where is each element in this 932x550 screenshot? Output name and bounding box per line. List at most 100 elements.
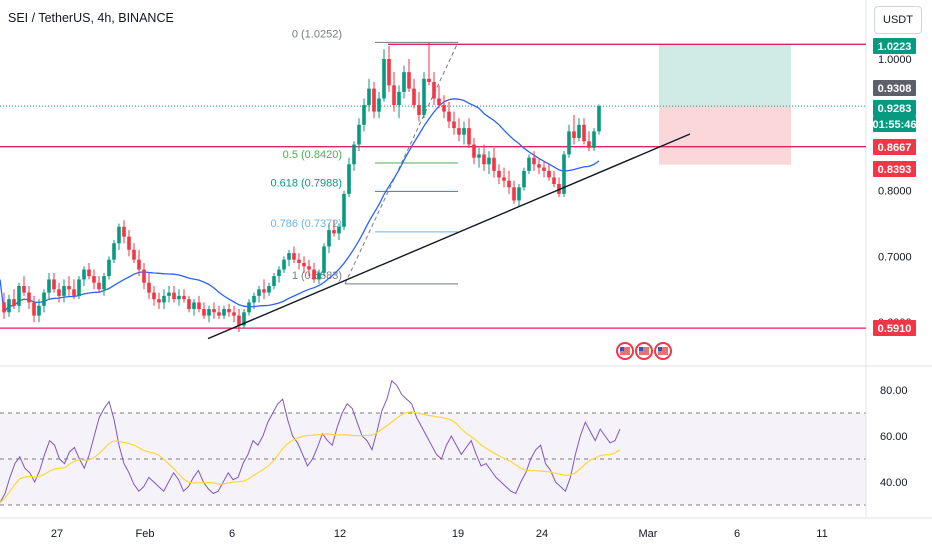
candle bbox=[307, 266, 311, 270]
candle bbox=[472, 144, 476, 158]
candle bbox=[502, 177, 506, 181]
price-tag bbox=[873, 139, 916, 155]
candle bbox=[132, 249, 136, 260]
candle bbox=[512, 187, 516, 201]
candle bbox=[82, 269, 86, 280]
flag-us-icon-canton bbox=[658, 347, 662, 351]
candle bbox=[417, 105, 421, 115]
candle bbox=[542, 167, 546, 171]
candle bbox=[162, 295, 166, 303]
candle bbox=[582, 124, 586, 142]
candle bbox=[332, 230, 336, 234]
candle bbox=[442, 105, 446, 112]
position-stop-zone bbox=[659, 106, 791, 165]
rsi-axis-label: 60.00 bbox=[880, 431, 908, 443]
candle bbox=[372, 88, 376, 112]
candle bbox=[577, 124, 581, 138]
candle bbox=[2, 302, 6, 313]
candle bbox=[182, 295, 186, 300]
candle bbox=[402, 72, 406, 92]
candle bbox=[137, 259, 141, 270]
candle bbox=[382, 59, 386, 99]
rsi-axis-label: 80.00 bbox=[880, 385, 908, 397]
time-axis-label: 6 bbox=[734, 528, 740, 540]
candle bbox=[462, 128, 466, 135]
currency-button[interactable]: USDT bbox=[874, 6, 922, 34]
candle bbox=[127, 236, 131, 250]
candle bbox=[352, 144, 356, 165]
rsi-axis-label: 40.00 bbox=[880, 477, 908, 489]
price-tag bbox=[873, 38, 916, 54]
candle bbox=[497, 170, 501, 178]
candle bbox=[57, 289, 61, 296]
candle bbox=[587, 141, 591, 148]
flag-us-icon-canton bbox=[620, 347, 624, 351]
candle bbox=[507, 180, 511, 188]
price-tag-label: 0.8667 bbox=[878, 142, 912, 154]
trendline bbox=[207, 133, 691, 340]
candle bbox=[67, 286, 71, 290]
candle bbox=[487, 157, 491, 165]
candle bbox=[207, 309, 211, 316]
candle bbox=[397, 91, 401, 106]
candle bbox=[77, 279, 81, 296]
candle bbox=[107, 259, 111, 277]
fib-label-0: 0 (1.0252) bbox=[292, 28, 342, 40]
candle bbox=[247, 302, 251, 313]
candle bbox=[437, 98, 441, 106]
candle bbox=[72, 289, 76, 296]
candle bbox=[47, 279, 51, 293]
candle bbox=[172, 292, 176, 300]
candle bbox=[597, 106, 601, 132]
candle bbox=[27, 292, 31, 303]
candle bbox=[272, 276, 276, 287]
candle bbox=[257, 289, 261, 296]
candle bbox=[362, 105, 366, 125]
candle bbox=[302, 262, 306, 267]
candle bbox=[282, 259, 286, 270]
price-tag-label: 0.5910 bbox=[878, 323, 912, 335]
candle bbox=[117, 226, 121, 244]
candle bbox=[122, 226, 126, 237]
candle bbox=[87, 269, 91, 277]
candle bbox=[322, 246, 326, 273]
candle bbox=[387, 59, 391, 86]
price-tag-label: 1.0223 bbox=[878, 41, 912, 53]
candle bbox=[227, 309, 231, 313]
position-target-zone bbox=[659, 44, 791, 107]
candle bbox=[492, 157, 496, 171]
candle bbox=[102, 276, 106, 290]
fib-label-2: 0.618 (0.7988) bbox=[270, 177, 342, 189]
fib-label-1: 0.5 (0.8420) bbox=[283, 149, 342, 161]
rsi-ma-line bbox=[0, 411, 621, 504]
candle bbox=[152, 292, 156, 300]
candle bbox=[367, 88, 371, 106]
candle bbox=[212, 309, 216, 313]
candle bbox=[567, 131, 571, 155]
candle bbox=[357, 124, 361, 145]
time-axis-label: 24 bbox=[536, 528, 548, 540]
price-tag bbox=[873, 116, 916, 132]
candle bbox=[42, 292, 46, 306]
flag-us-icon-canton bbox=[639, 347, 643, 351]
candle bbox=[142, 269, 146, 283]
candle bbox=[52, 279, 56, 290]
candle bbox=[7, 299, 11, 313]
candle bbox=[222, 309, 226, 316]
candle bbox=[17, 286, 21, 306]
candle bbox=[112, 243, 116, 260]
candle bbox=[187, 299, 191, 310]
time-axis-label: Mar bbox=[639, 528, 658, 540]
candle bbox=[547, 170, 551, 178]
candle bbox=[552, 177, 556, 185]
candle bbox=[192, 302, 196, 310]
candle bbox=[217, 312, 221, 316]
candle bbox=[147, 282, 151, 293]
candle bbox=[562, 154, 566, 194]
time-axis-label: 12 bbox=[334, 528, 346, 540]
candle bbox=[477, 154, 481, 158]
flag-us-icon-fill bbox=[658, 347, 668, 355]
candle bbox=[537, 164, 541, 168]
price-tag bbox=[873, 100, 916, 116]
